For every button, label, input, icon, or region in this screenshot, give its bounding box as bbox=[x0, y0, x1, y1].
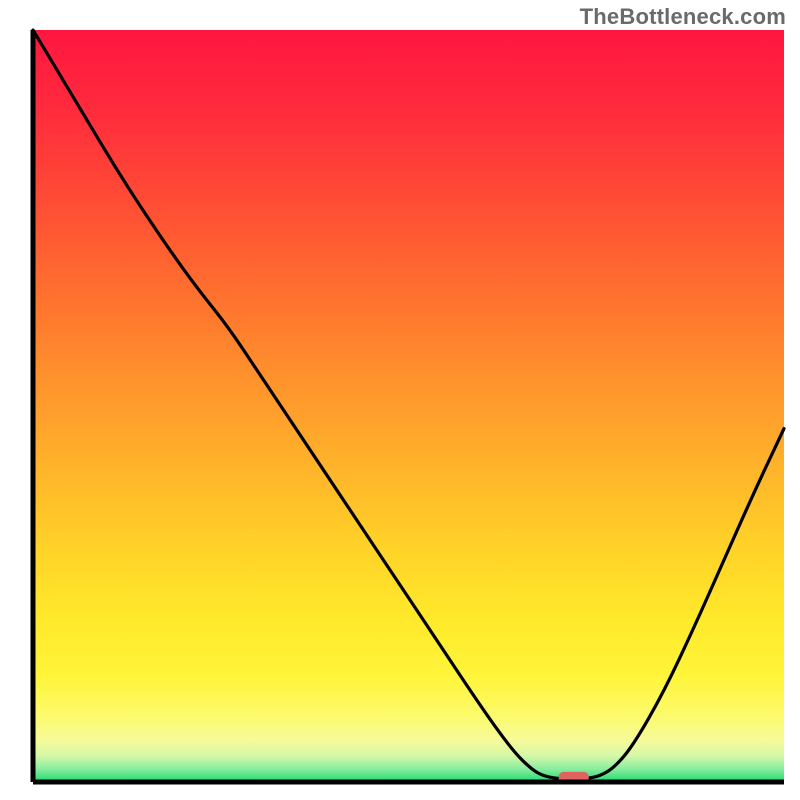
bottleneck-chart bbox=[0, 0, 800, 800]
plot-background bbox=[33, 30, 784, 782]
watermark-label: TheBottleneck.com bbox=[580, 4, 786, 30]
chart-container: TheBottleneck.com bbox=[0, 0, 800, 800]
